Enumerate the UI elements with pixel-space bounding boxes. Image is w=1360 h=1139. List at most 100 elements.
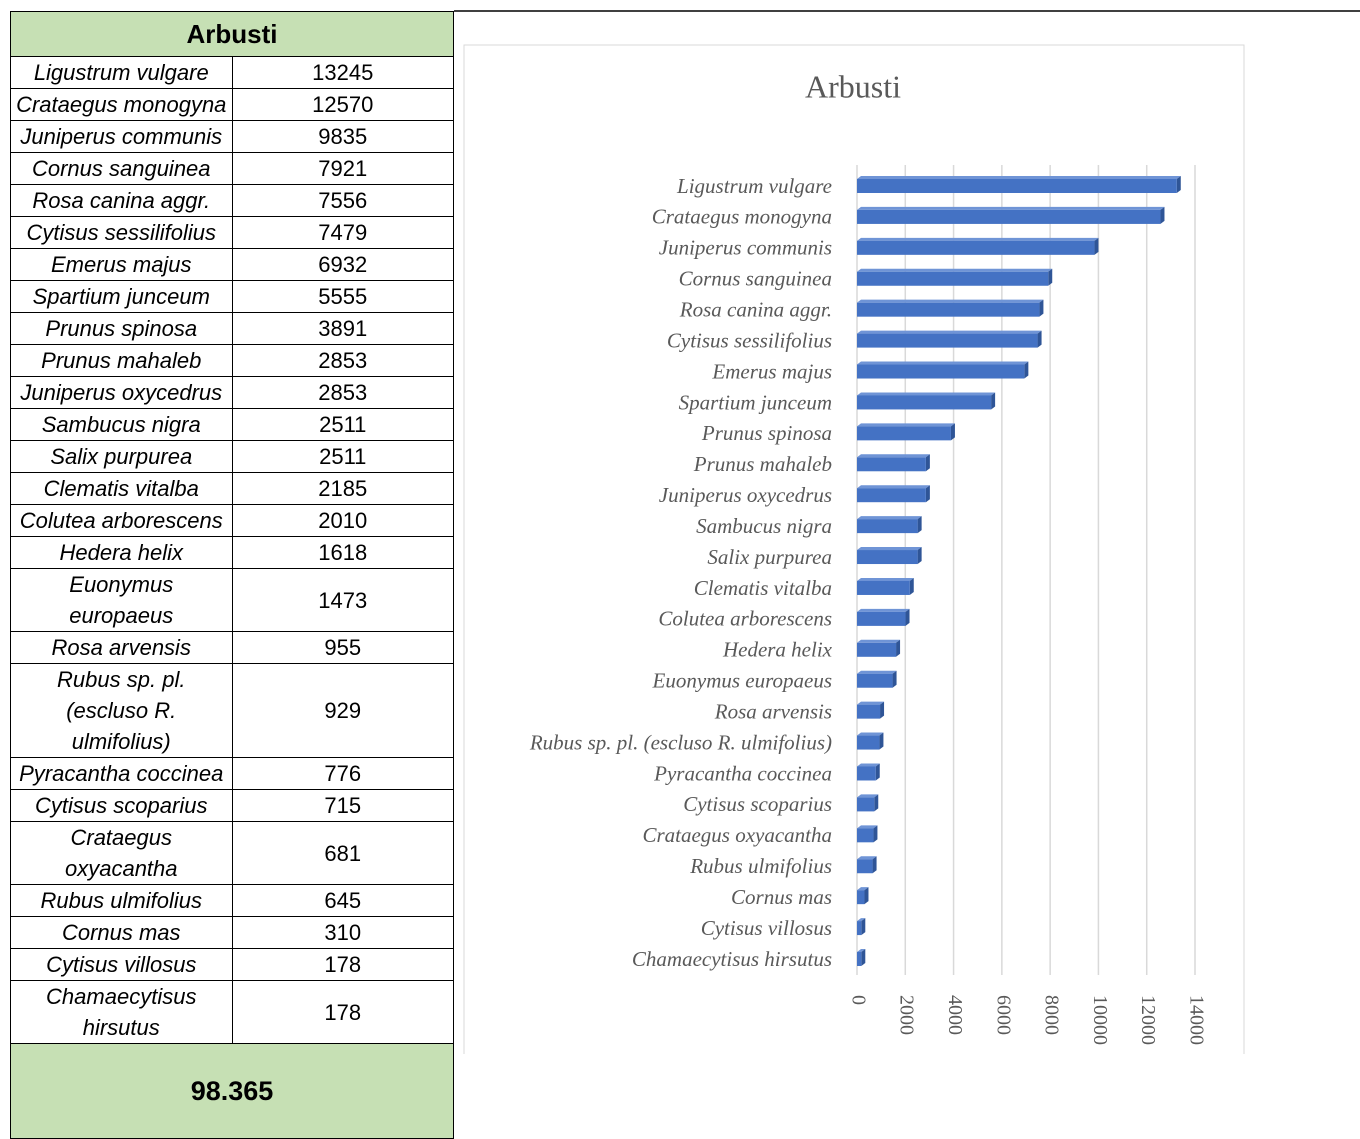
bar xyxy=(857,704,881,719)
y-tick-label: Rosa arvensis xyxy=(714,699,832,723)
bar xyxy=(857,395,992,410)
y-tick-label: Prunus mahaleb xyxy=(693,452,832,476)
total-cell: 98.365 xyxy=(10,1043,454,1139)
species-cell: Rosa canina aggr. xyxy=(10,184,233,217)
bar-top xyxy=(857,949,866,952)
y-tick-label: Cornus mas xyxy=(731,885,832,909)
table-row: Hedera helix 1618 xyxy=(10,536,454,569)
bar-top xyxy=(857,763,880,767)
bar-top xyxy=(857,237,1099,241)
count-cell: 5555 xyxy=(231,280,454,313)
y-tick-label: Sambucus nigra xyxy=(696,514,832,538)
total-row: 98.365 xyxy=(10,1043,454,1139)
chart-area xyxy=(463,44,1245,1054)
y-tick-label: Cytisus villosus xyxy=(701,916,832,940)
y-tick-label: Ligustrum vulgare xyxy=(676,174,832,198)
bar xyxy=(857,333,1038,348)
table-row: Crataegus monogyna 12570 xyxy=(10,88,454,121)
table-row: Prunus mahaleb 2853 xyxy=(10,344,454,377)
bar xyxy=(857,952,862,966)
x-tick-label: 6000 xyxy=(992,995,1014,1035)
bar-top xyxy=(857,454,930,458)
y-tick-label: Cytisus scoparius xyxy=(683,792,832,816)
bar-side xyxy=(861,918,866,936)
y-tick-label: Juniperus communis xyxy=(659,236,832,260)
table-row: Cornus sanguinea 7921 xyxy=(10,152,454,185)
y-tick-label: Spartium junceum xyxy=(679,390,832,414)
bar xyxy=(857,271,1049,286)
species-cell: Clematis vitalba xyxy=(10,472,233,505)
bar xyxy=(857,240,1095,255)
bar xyxy=(857,673,893,688)
bar xyxy=(857,580,910,595)
bar-top xyxy=(857,577,914,581)
bar-side xyxy=(1024,361,1029,379)
bar-side xyxy=(861,949,866,966)
bar xyxy=(857,209,1161,224)
table-row: Crataegus oxyacantha 681 xyxy=(10,821,454,885)
count-cell: 3891 xyxy=(231,312,454,345)
bar xyxy=(857,828,874,843)
count-cell: 12570 xyxy=(231,88,454,121)
bar-top xyxy=(857,299,1044,303)
bar-top xyxy=(857,794,879,798)
bar xyxy=(857,302,1040,317)
x-tick-label: 14000 xyxy=(1185,995,1207,1045)
count-cell: 2853 xyxy=(231,344,454,377)
bar xyxy=(857,364,1025,379)
bar xyxy=(857,550,918,565)
bar xyxy=(857,859,873,874)
count-cell: 13245 xyxy=(231,56,454,89)
species-cell: Cytisus scoparius xyxy=(10,789,233,822)
count-cell: 9835 xyxy=(231,120,454,153)
table-row: Cytisus villosus 178 xyxy=(10,948,454,981)
table-row: Salix purpurea 2511 xyxy=(10,440,454,473)
y-tick-label: Juniperus oxycedrus xyxy=(659,483,832,507)
x-tick-label: 2000 xyxy=(896,995,918,1035)
bar-top xyxy=(857,856,877,860)
y-tick-label: Cornus sanguinea xyxy=(679,267,832,291)
species-cell: Chamaecytisus hirsutus xyxy=(10,980,233,1044)
count-cell: 681 xyxy=(231,821,454,885)
species-cell: Cornus mas xyxy=(10,916,233,949)
table-row: Pyracantha coccinea 776 xyxy=(10,757,454,790)
table-row: Euonymus europaeus 1473 xyxy=(10,568,454,632)
count-cell: 178 xyxy=(231,980,454,1044)
x-tick-label: 10000 xyxy=(1089,995,1111,1045)
bar-top xyxy=(857,268,1053,272)
species-cell: Prunus spinosa xyxy=(10,312,233,345)
count-cell: 1473 xyxy=(231,568,454,632)
bar-side xyxy=(1094,237,1099,255)
bar xyxy=(857,179,1177,193)
bar-top xyxy=(857,516,922,520)
bar-side xyxy=(917,516,922,534)
bar xyxy=(857,890,865,905)
species-cell: Sambucus nigra xyxy=(10,408,233,441)
bar-side xyxy=(905,608,910,626)
table-row: Chamaecytisus hirsutus 178 xyxy=(10,980,454,1044)
table-row: Cytisus sessilifolius 7479 xyxy=(10,216,454,249)
bar xyxy=(857,488,926,503)
table-body: Arbusti Ligustrum vulgare 13245 Crataegus … xyxy=(10,11,454,1139)
x-tick-label: 8000 xyxy=(1041,995,1063,1035)
bar-top xyxy=(857,330,1042,334)
count-cell: 7479 xyxy=(231,216,454,249)
bar-side xyxy=(917,547,922,565)
bar-top xyxy=(857,732,884,736)
bar xyxy=(857,735,880,750)
species-cell: Pyracantha coccinea xyxy=(10,757,233,790)
bar xyxy=(857,611,906,626)
count-cell: 1618 xyxy=(231,536,454,569)
species-cell: Salix purpurea xyxy=(10,440,233,473)
count-cell: 6932 xyxy=(231,248,454,281)
y-tick-label: Emerus majus xyxy=(711,359,832,383)
y-tick-label: Rubus sp. pl. (escluso R. ulmifolius) xyxy=(529,730,832,754)
header-row: Arbusti xyxy=(10,11,454,57)
page: Arbusti Ligustrum vulgare 13245 Crataegus … xyxy=(10,10,1360,1139)
species-cell: Juniperus oxycedrus xyxy=(10,376,233,409)
bar xyxy=(857,426,951,441)
table-row: Clematis vitalba 2185 xyxy=(10,472,454,505)
species-cell: Emerus majus xyxy=(10,248,233,281)
count-cell: 7556 xyxy=(231,184,454,217)
count-cell: 310 xyxy=(231,916,454,949)
